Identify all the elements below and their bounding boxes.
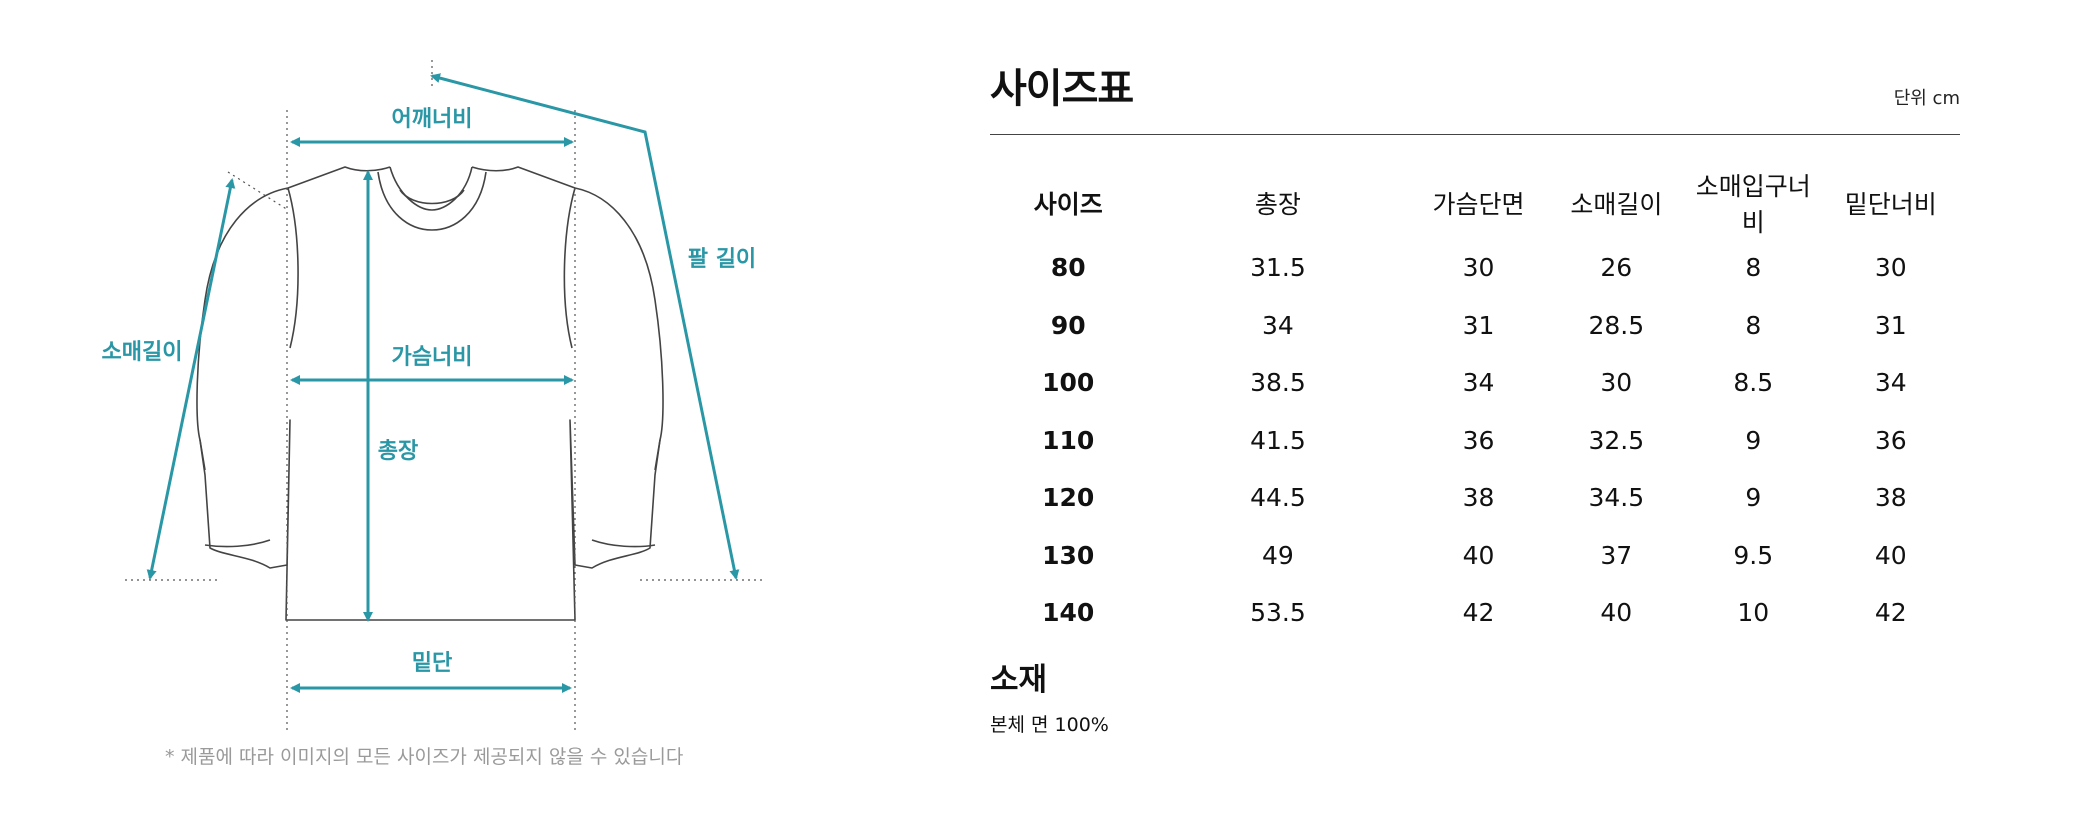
table-header-row: 사이즈 총장 가슴단면 소매길이 소매입구너비 밑단너비 — [990, 167, 1960, 239]
header-cuff-width: 소매입구너비 — [1695, 172, 1811, 237]
material-value: 본체 면 100% — [990, 714, 1109, 736]
table-cell: 9 — [1745, 425, 1762, 455]
table-cell: 26 — [1600, 253, 1633, 283]
table-cell: 28.5 — [1588, 310, 1645, 340]
table-cell: 44.5 — [1250, 483, 1306, 513]
material-title: 소재 — [990, 662, 1048, 698]
shoulder-label: 어깨너비 — [392, 107, 473, 132]
table-cell: 36 — [1462, 425, 1495, 455]
table-cell: 53.5 — [1250, 598, 1306, 628]
unit-label: 단위 cm — [1893, 88, 1960, 109]
table-cell: 31 — [1462, 310, 1495, 340]
table-cell: 38 — [1462, 483, 1495, 513]
size-cell: 120 — [1042, 483, 1095, 513]
header-chest: 가슴단면 — [1432, 190, 1525, 219]
table-row: 80 31.5 30 26 8 30 — [990, 239, 1960, 297]
header-hem-width: 밑단너비 — [1844, 190, 1937, 219]
size-cell: 90 — [1050, 310, 1086, 340]
table-cell: 36 — [1874, 425, 1907, 455]
table-cell: 8.5 — [1733, 368, 1774, 398]
table-row: 140 53.5 42 40 10 42 — [990, 584, 1960, 642]
table-cell: 9.5 — [1733, 540, 1774, 570]
size-disclaimer-note: * 제품에 따라 이미지의 모든 사이즈가 제공되지 않을 수 있습니다 — [165, 746, 684, 768]
table-cell: 40 — [1600, 598, 1633, 628]
size-cell: 100 — [1042, 368, 1095, 398]
table-cell: 38 — [1874, 483, 1907, 513]
sleeve-length-arrow — [146, 178, 236, 580]
table-cell: 10 — [1737, 598, 1770, 628]
table-cell: 34.5 — [1588, 483, 1645, 513]
size-chart-title: 사이즈표 — [990, 66, 1134, 112]
table-cell: 32.5 — [1588, 425, 1645, 455]
header-total-length: 총장 — [1254, 190, 1301, 219]
table-cell: 8 — [1745, 310, 1762, 340]
table-row: 90 34 31 28.5 8 31 — [990, 297, 1960, 355]
header-sleeve-length: 소매길이 — [1570, 190, 1663, 219]
arm-length-label: 팔 길이 — [688, 247, 756, 272]
table-cell: 40 — [1874, 540, 1907, 570]
table-row: 110 41.5 36 32.5 9 36 — [990, 412, 1960, 470]
shirt-outline — [196, 166, 664, 621]
table-cell: 31.5 — [1250, 253, 1306, 283]
table-cell: 41.5 — [1250, 425, 1306, 455]
garment-measurement-diagram: 어깨너비 가슴너비 총장 밑단 소매길이 팔 길이 — [102, 60, 765, 730]
size-cell: 80 — [1050, 253, 1086, 283]
size-table: 사이즈 총장 가슴단면 소매길이 소매입구너비 밑단너비 80 31.5 30 … — [990, 167, 1960, 642]
table-cell: 30 — [1462, 253, 1495, 283]
table-cell: 49 — [1261, 540, 1294, 570]
sleeve-length-label: 소매길이 — [102, 340, 183, 365]
table-cell: 42 — [1874, 598, 1907, 628]
table-cell: 31 — [1874, 310, 1907, 340]
table-cell: 37 — [1600, 540, 1633, 570]
table-cell: 34 — [1874, 368, 1907, 398]
table-cell: 30 — [1600, 368, 1633, 398]
table-cell: 40 — [1462, 540, 1495, 570]
header-size: 사이즈 — [1033, 190, 1103, 219]
table-cell: 30 — [1874, 253, 1907, 283]
table-row: 130 49 40 37 9.5 40 — [990, 527, 1960, 585]
table-cell: 38.5 — [1250, 368, 1306, 398]
chest-label: 가슴너비 — [392, 345, 473, 370]
title-divider — [990, 134, 1960, 135]
total-length-label: 총장 — [378, 439, 418, 464]
table-row: 100 38.5 34 30 8.5 34 — [990, 354, 1960, 412]
size-cell: 130 — [1042, 540, 1095, 570]
hem-label: 밑단 — [412, 651, 452, 676]
table-cell: 9 — [1745, 483, 1762, 513]
arm-length-arrow — [430, 73, 740, 580]
size-cell: 110 — [1042, 425, 1095, 455]
size-cell: 140 — [1042, 598, 1095, 628]
table-row: 120 44.5 38 34.5 9 38 — [990, 469, 1960, 527]
table-cell: 8 — [1745, 253, 1762, 283]
table-cell: 34 — [1261, 310, 1294, 340]
table-cell: 34 — [1462, 368, 1495, 398]
table-cell: 42 — [1462, 598, 1495, 628]
